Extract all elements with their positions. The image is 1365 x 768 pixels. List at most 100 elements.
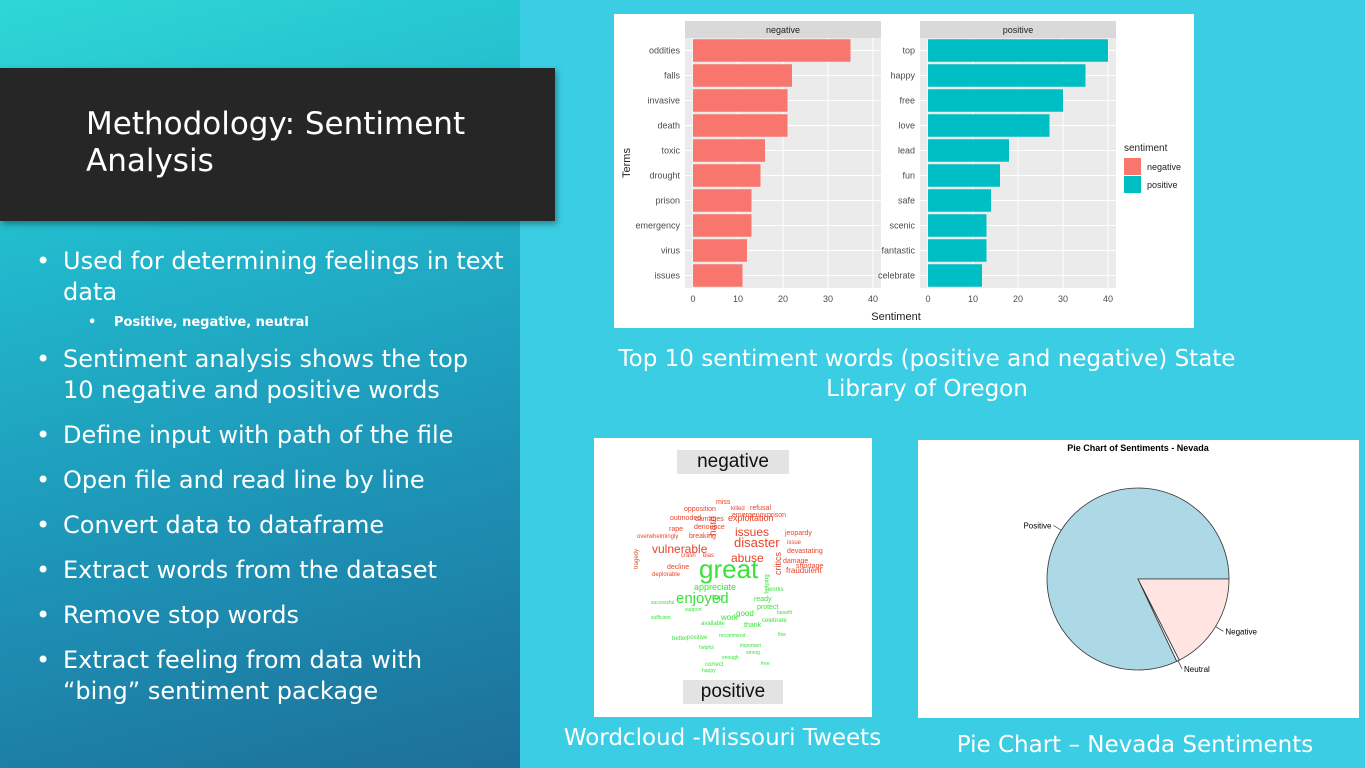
facet-label: positive [1003, 25, 1034, 35]
wordcloud-word: denounce [694, 524, 725, 531]
pie-label-leader [1215, 626, 1224, 632]
y-tick-label: top [902, 46, 915, 56]
sub-bullet-text: Positive, negative, neutral [114, 315, 309, 330]
x-tick-label: 30 [1058, 294, 1068, 304]
bullet-item: • Convert data to dataframe [36, 510, 506, 541]
bullet-text: Extract words from the dataset [63, 556, 437, 584]
bar-positive-love [928, 114, 1050, 137]
bullet-text: Extract feeling from data with “bing” se… [63, 646, 423, 705]
wordcloud-panel: negative great enjoyed vulnerable disaster i… [594, 438, 872, 717]
wordcloud-word: issues [735, 525, 770, 539]
bullet-text: Used for determining feelings in text da… [63, 247, 504, 306]
bar-positive-fantastic [928, 239, 987, 262]
bar-positive-celebrate [928, 264, 982, 287]
bar-chart-panel: Terms negative 0 10 20 30 40 oddities falls invas… [614, 14, 1194, 328]
bullet-item: • Sentiment analysis shows the top 10 neg… [36, 344, 506, 406]
wordcloud-word: work [721, 613, 738, 622]
bullet-dot: • [36, 556, 51, 584]
wordcloud-word: enjoyed [676, 590, 729, 607]
y-tick-label: fun [902, 171, 915, 181]
y-tick-label: oddities [649, 46, 681, 56]
bar-negative-prison [693, 189, 752, 212]
pie-chart-panel: Pie Chart of Sentiments - Nevada Positive… [918, 440, 1359, 718]
slide-title: Methodology: Sentiment Analysis [86, 106, 466, 179]
wordcloud-word: overwhelmingly [637, 534, 679, 540]
wordcloud-word: refusal [750, 505, 772, 512]
sub-bullet-item: • Positive, negative, neutral [36, 314, 506, 332]
bar-negative-issues [693, 264, 743, 287]
wordcloud-word: damage [783, 558, 809, 565]
wordcloud-word: ready [754, 596, 772, 603]
wordcloud-word: exploitation [728, 513, 774, 523]
wordcloud-word: celebrate [762, 618, 787, 624]
wordcloud-word: free [761, 661, 770, 667]
x-tick-label: 40 [1103, 294, 1113, 304]
pie-label: Negative [1225, 627, 1257, 636]
bullet-text: Remove stop words [63, 601, 299, 629]
wordcloud-header-positive: positive [683, 680, 783, 704]
wordcloud-word: vulnerable [652, 542, 708, 556]
wordcloud-word: miss [716, 499, 731, 506]
wordcloud-word: enough [722, 655, 739, 661]
x-tick-label: 0 [690, 294, 695, 304]
x-tick-label: 10 [968, 294, 978, 304]
bullet-item: • Open file and read line by line [36, 465, 506, 496]
wordcloud-word: deplorable [652, 572, 681, 578]
x-tick-label: 40 [868, 294, 878, 304]
bar-chart: Terms negative 0 10 20 30 40 oddities falls invas… [621, 21, 1181, 323]
wordcloud-word: crash [681, 553, 696, 559]
x-tick-label: 20 [1013, 294, 1023, 304]
y-tick-label: issues [654, 271, 680, 281]
bullet-dot: • [36, 247, 51, 275]
wordcloud-word: decline [667, 564, 690, 571]
wordcloud-word: available [701, 621, 725, 627]
wordcloud-word: top [712, 593, 724, 602]
wordcloud-word: emergency [732, 512, 767, 519]
bar-negative-invasive [693, 89, 788, 112]
y-tick-label: safe [898, 196, 915, 206]
bullet-text: Open file and read line by line [63, 466, 425, 494]
bullet-item: • Used for determining feelings in text d… [36, 246, 506, 308]
bullet-dot: • [88, 315, 97, 330]
y-tick-label: scenic [889, 221, 915, 231]
wordcloud-word: outmoded [670, 515, 702, 522]
pie-title: Pie Chart of Sentiments - Nevada [1067, 443, 1210, 453]
pie-chart-caption: Pie Chart – Nevada Sentiments [956, 732, 1314, 758]
facet-strip [685, 21, 881, 38]
wordcloud-word: thank [744, 622, 762, 629]
legend-label: positive [1147, 180, 1178, 190]
y-tick-label: drought [649, 171, 680, 181]
y-tick-label: emergency [635, 221, 680, 231]
y-tick-label: invasive [647, 96, 680, 106]
bar-positive-scenic [928, 214, 987, 237]
y-tick-label: happy [890, 71, 915, 81]
legend-label: negative [1147, 162, 1181, 172]
x-tick-label: 10 [733, 294, 743, 304]
pie-label-leader [1053, 525, 1062, 531]
y-tick-label: virus [661, 246, 681, 256]
wordcloud-word: correct [705, 662, 724, 668]
wordcloud-word: damages [695, 516, 724, 523]
wordcloud-word: sufficient [651, 615, 671, 621]
bar-negative-drought [693, 164, 761, 187]
bullet-dot: • [36, 646, 51, 674]
legend-title: sentiment [1124, 143, 1168, 154]
y-axis-title: Terms [621, 148, 633, 178]
bullet-text: Sentiment analysis shows the top 10 nega… [63, 345, 468, 404]
pie-label-leader [1177, 660, 1183, 670]
bar-positive-happy [928, 64, 1086, 87]
wordcloud-word: appreciate [694, 582, 737, 592]
wordcloud-word: important [740, 643, 761, 649]
wordcloud-caption: Wordcloud -Missouri Tweets [563, 725, 882, 751]
bar-positive-lead [928, 139, 1009, 162]
bar-negative-oddities [693, 39, 851, 62]
wordcloud-word: jeopardy [785, 530, 812, 537]
bullet-text: Define input with path of the file [63, 421, 454, 449]
pie-label: Positive [1023, 521, 1052, 530]
y-tick-label: falls [664, 71, 681, 81]
wordcloud-word: benefit [777, 610, 793, 616]
bar-positive-safe [928, 189, 991, 212]
bar-positive-top [928, 39, 1108, 62]
wordcloud-word: issue [787, 540, 802, 546]
wordcloud-word: happy [702, 668, 716, 674]
